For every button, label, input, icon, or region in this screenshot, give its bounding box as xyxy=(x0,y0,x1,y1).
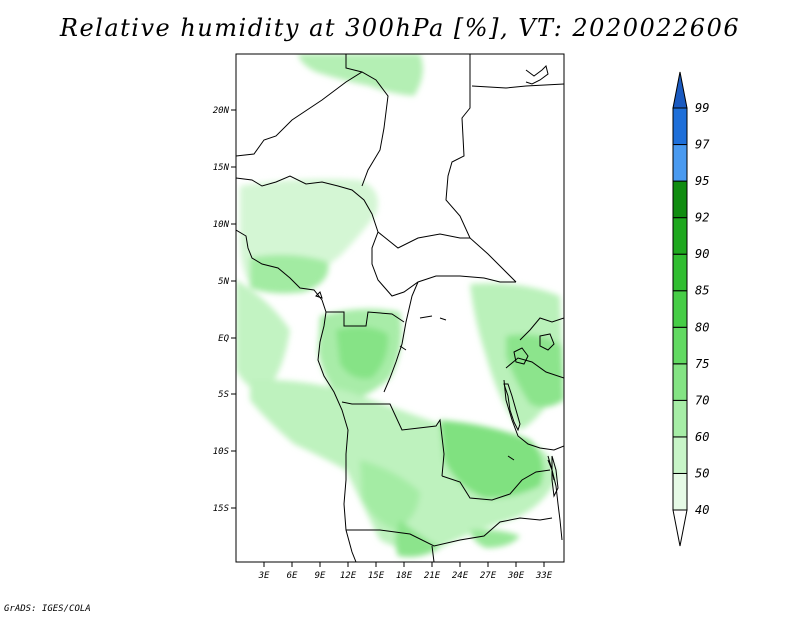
border-line xyxy=(341,401,445,477)
coastline xyxy=(547,459,555,481)
border-line xyxy=(445,54,517,283)
humidity-region xyxy=(250,254,329,294)
colorbar-label: 80 xyxy=(695,320,709,334)
humidity-region xyxy=(506,334,564,408)
x-tick-label: 24E xyxy=(452,571,469,581)
y-axis: 20N 15N 10N 5N EQ 5S 10S 15S xyxy=(213,106,236,514)
border-line xyxy=(383,281,419,393)
colorbar-segment xyxy=(672,107,688,146)
humidity-region xyxy=(298,54,423,96)
colorbar-segment xyxy=(672,363,688,401)
humidity-region xyxy=(395,520,440,557)
colorbar-segment xyxy=(672,326,688,365)
coastline xyxy=(399,315,515,461)
humidity-field xyxy=(236,54,564,557)
x-tick-label: 3E xyxy=(258,571,270,581)
x-tick-label: 30E xyxy=(507,571,525,581)
humidity-region xyxy=(470,529,520,548)
colorbar-segment xyxy=(672,399,688,438)
colorbar-label: 60 xyxy=(695,430,709,444)
colorbar-segment xyxy=(672,472,688,511)
border-line xyxy=(505,357,564,379)
y-tick-label: 10S xyxy=(213,447,230,457)
x-tick-label: 21E xyxy=(424,571,441,581)
humidity-region xyxy=(250,379,558,551)
colorbar-label: 75 xyxy=(695,357,709,371)
colorbar-label: 95 xyxy=(695,174,709,188)
credit-text: GrADS: IGES/COLA xyxy=(4,604,91,614)
colorbar-segment xyxy=(672,71,688,109)
humidity-region xyxy=(236,280,290,392)
colorbar-label: 40 xyxy=(695,503,709,517)
coastline xyxy=(236,229,357,562)
border-line xyxy=(441,469,551,501)
colorbar-label: 90 xyxy=(695,247,709,261)
humidity-region xyxy=(336,326,389,379)
x-tick-label: 15E xyxy=(368,571,385,581)
lake xyxy=(539,333,555,351)
border-line xyxy=(326,311,405,327)
colorbar-segment xyxy=(672,253,688,292)
x-tick-label: 18E xyxy=(396,571,413,581)
x-tick-label: 9E xyxy=(315,571,326,581)
colorbar-label: 99 xyxy=(695,101,709,115)
lake xyxy=(551,455,559,498)
colorbar-label: 50 xyxy=(695,466,709,480)
x-tick-label: 33E xyxy=(535,571,553,581)
humidity-region xyxy=(360,460,420,530)
border-line xyxy=(236,54,389,187)
y-tick-label: 10N xyxy=(213,220,230,230)
colorbar-segment xyxy=(672,144,688,182)
colorbar-segment xyxy=(672,217,688,255)
colorbar-label: 97 xyxy=(695,138,710,152)
colorbar-segment xyxy=(672,180,688,219)
map-frame xyxy=(235,53,565,563)
y-tick-label: 5N xyxy=(218,277,229,287)
lake xyxy=(503,383,521,432)
border-line xyxy=(519,317,564,341)
y-tick-label: EQ xyxy=(218,334,229,344)
colorbar: 40 50 60 70 75 80 85 90 92 95 97 99 xyxy=(672,71,710,547)
border-line xyxy=(503,379,564,451)
y-tick-label: 15N xyxy=(213,163,230,173)
colorbar-segment xyxy=(672,290,688,328)
y-tick-label: 15S xyxy=(213,504,230,514)
map-title: Relative humidity at 300hPa [%], VT: 202… xyxy=(59,14,741,42)
colorbar-label: 92 xyxy=(695,211,709,225)
colorbar-label: 85 xyxy=(695,284,709,298)
colorbar-segment xyxy=(672,436,688,474)
border-line xyxy=(471,83,564,89)
border-line xyxy=(431,545,435,562)
colorbar-label: 70 xyxy=(695,393,709,407)
colorbar-segment xyxy=(672,509,688,547)
border-line xyxy=(346,517,553,547)
country-borders xyxy=(236,54,564,562)
border-line xyxy=(345,54,363,73)
y-tick-label: 5S xyxy=(218,390,229,400)
x-axis: 3E 6E 9E 12E 15E 18E 21E 24E 27E 30E 33E xyxy=(258,562,553,581)
coastline xyxy=(315,291,323,299)
humidity-region xyxy=(440,420,544,499)
x-tick-label: 12E xyxy=(340,571,357,581)
x-tick-label: 6E xyxy=(287,571,298,581)
lake xyxy=(513,347,529,365)
coastline xyxy=(525,65,549,85)
y-tick-label: 20N xyxy=(213,106,230,116)
border-line xyxy=(377,231,470,249)
x-tick-label: 27E xyxy=(480,571,497,581)
